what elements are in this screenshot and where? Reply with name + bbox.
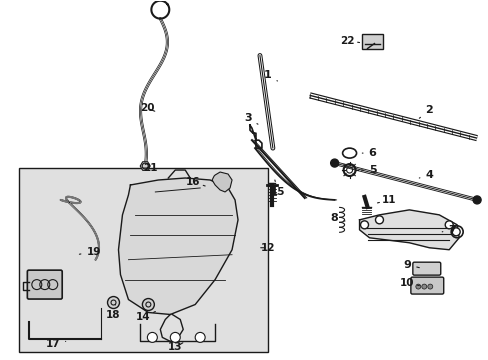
Circle shape: [142, 298, 154, 310]
Text: 1: 1: [264, 71, 277, 81]
Circle shape: [170, 332, 180, 342]
Text: 22: 22: [340, 36, 359, 46]
Text: 3: 3: [244, 113, 258, 124]
Circle shape: [375, 216, 383, 224]
Circle shape: [421, 284, 426, 289]
Circle shape: [444, 221, 452, 229]
Text: 21: 21: [143, 163, 157, 173]
FancyBboxPatch shape: [412, 262, 440, 275]
Text: 4: 4: [419, 170, 432, 180]
Text: 12: 12: [260, 243, 275, 253]
Text: 14: 14: [136, 311, 155, 323]
Text: 17: 17: [45, 339, 65, 349]
FancyBboxPatch shape: [27, 270, 62, 299]
Circle shape: [330, 159, 338, 167]
Circle shape: [472, 196, 480, 204]
Polygon shape: [359, 210, 458, 250]
Text: 6: 6: [362, 148, 376, 158]
Bar: [19, 168, 267, 352]
Circle shape: [107, 297, 119, 309]
FancyBboxPatch shape: [410, 277, 443, 294]
Circle shape: [195, 332, 205, 342]
Text: 10: 10: [399, 278, 419, 288]
Text: 16: 16: [185, 177, 205, 187]
Text: 2: 2: [419, 105, 432, 118]
Circle shape: [451, 228, 459, 236]
Polygon shape: [118, 178, 238, 315]
Text: 11: 11: [377, 195, 396, 205]
Text: 13: 13: [168, 342, 183, 352]
FancyBboxPatch shape: [361, 34, 382, 49]
Text: 7: 7: [441, 225, 455, 235]
Text: 9: 9: [403, 260, 419, 270]
Circle shape: [360, 221, 368, 229]
Text: 15: 15: [270, 180, 285, 197]
Text: 19: 19: [79, 247, 101, 257]
Text: 18: 18: [106, 305, 121, 320]
Circle shape: [147, 332, 157, 342]
Text: 5: 5: [361, 165, 376, 175]
Polygon shape: [212, 172, 232, 192]
Circle shape: [415, 284, 420, 289]
Text: 20: 20: [140, 103, 154, 113]
Circle shape: [427, 284, 432, 289]
Polygon shape: [140, 162, 150, 170]
Text: 8: 8: [330, 213, 344, 223]
